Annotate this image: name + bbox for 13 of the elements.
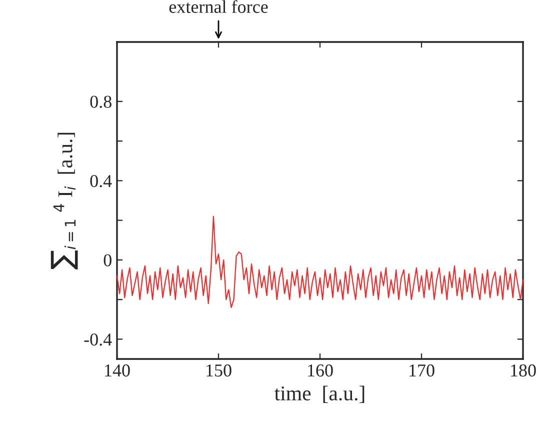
text: external force [169,0,268,13]
x-tick-label: 150 [206,364,232,377]
y-tick-label: -0.4 [84,333,112,346]
x-tick-label: 180 [511,364,536,377]
line-series [116,216,524,308]
y-axis-title: ∑$_{i=1}$ $^{4}$ I$_{i}$ [a.u.] [50,132,78,270]
y-tick-label: 0 [104,254,112,266]
x-axis-title: time [a.u.] [274,386,364,404]
y-tick-label: 0.8 [90,96,112,108]
x-tick-label: 140 [105,364,130,377]
x-tick-label: 160 [308,364,333,377]
x-tick-label: 170 [410,364,434,377]
y-tick-label: 0.4 [90,174,112,188]
